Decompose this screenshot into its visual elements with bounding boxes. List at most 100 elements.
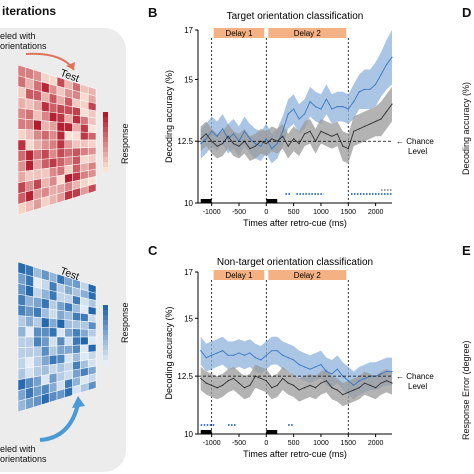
x-tick-label: 1500 <box>340 440 356 447</box>
grid-cell <box>17 357 27 370</box>
series-point <box>375 120 377 123</box>
series-point <box>243 130 246 132</box>
grid-cell <box>48 166 58 178</box>
series-point <box>380 73 382 76</box>
grid-cell <box>80 154 89 165</box>
series-point <box>216 135 218 137</box>
grid-cell <box>64 302 73 313</box>
grid-cell <box>25 169 34 182</box>
response-cell <box>103 117 108 123</box>
grid-cell <box>17 150 27 162</box>
grid-cell <box>41 364 50 377</box>
series-point <box>369 123 371 125</box>
series-point <box>325 370 328 373</box>
series-point <box>358 91 360 93</box>
epoch-label: Delay 2 <box>294 29 322 38</box>
grid-cell <box>64 361 73 372</box>
panel-e-ylabel: Response Error (degree) <box>461 340 471 440</box>
y-tick-label: 10 <box>184 199 193 208</box>
grid-cell <box>41 139 50 150</box>
panel-a-schematic <box>17 52 108 442</box>
grid-cell <box>80 344 89 354</box>
grid-cell <box>25 356 34 369</box>
series-point <box>293 359 295 361</box>
grid-cell <box>17 96 27 110</box>
series-point <box>282 377 284 380</box>
grid-cell <box>64 189 73 201</box>
series-point <box>282 135 284 137</box>
grid-cell <box>56 139 66 150</box>
y-tick-label: 17 <box>184 268 193 277</box>
response-cell <box>103 122 108 128</box>
grid-cell <box>56 191 66 204</box>
series-point <box>331 108 333 110</box>
grid-cell <box>41 327 50 338</box>
series-point <box>309 130 311 132</box>
grid-cell <box>72 384 81 396</box>
grid-cell <box>48 327 58 338</box>
series-point <box>320 363 322 366</box>
grid-cell <box>17 118 27 130</box>
grid-cell <box>41 195 50 209</box>
response-cell <box>103 147 108 153</box>
grid-cell <box>25 87 34 101</box>
grid-cell <box>41 392 50 406</box>
grid-cell <box>56 327 66 338</box>
grid-cell <box>25 98 34 111</box>
series-point <box>265 380 267 382</box>
series-point <box>320 130 322 132</box>
grid-cell <box>80 328 89 338</box>
grid-cell <box>72 106 81 117</box>
grid-cell <box>87 147 97 156</box>
grid-cell <box>56 130 66 141</box>
epoch-label: Delay 1 <box>225 29 253 38</box>
series-point <box>385 110 388 113</box>
grid-cell <box>41 120 50 131</box>
series-point <box>265 354 267 356</box>
series-point <box>282 354 284 356</box>
grid-cell <box>87 154 97 164</box>
chart-title: Target orientation classification <box>227 11 364 22</box>
grid-cell <box>33 365 42 378</box>
grid-cell <box>72 114 81 125</box>
grid-cell <box>48 139 58 150</box>
x-tick-label: -500 <box>232 440 246 447</box>
grid-cell <box>87 344 97 353</box>
grid-cell <box>17 129 27 141</box>
grid-cell <box>56 300 66 312</box>
grid-cell <box>33 119 42 131</box>
series-point <box>353 101 355 103</box>
series-point <box>375 83 377 85</box>
series-point <box>200 350 202 352</box>
grid-cell <box>33 168 42 181</box>
grid-cell <box>17 398 27 413</box>
series-point <box>342 394 344 396</box>
response-cell <box>103 325 108 331</box>
series-point <box>391 370 393 373</box>
series-point <box>211 384 213 386</box>
grid-cell <box>25 336 34 348</box>
x-tick-label: 1000 <box>313 440 329 447</box>
grid-cell <box>17 304 27 317</box>
epoch-box <box>268 28 347 38</box>
grid-cell <box>33 79 42 92</box>
grid-cell <box>17 86 27 99</box>
stimulus-marker <box>200 430 212 434</box>
grid-cell <box>80 139 89 149</box>
series-point <box>314 366 317 368</box>
weight-matrix-red <box>17 64 97 216</box>
grid-cell <box>48 363 58 375</box>
grid-cell <box>41 355 50 367</box>
grid-cell <box>41 336 50 347</box>
grid-cell <box>25 149 34 162</box>
grid-cell <box>25 284 34 298</box>
grid-cell <box>64 113 73 124</box>
grid-cell <box>33 276 42 289</box>
x-tick-label: 500 <box>288 209 300 216</box>
grid-cell <box>64 164 73 175</box>
series-ci-band <box>200 86 392 164</box>
series-point <box>216 145 218 147</box>
grid-cell <box>64 319 73 329</box>
grid-cell <box>25 199 34 213</box>
response-cell <box>103 137 108 143</box>
